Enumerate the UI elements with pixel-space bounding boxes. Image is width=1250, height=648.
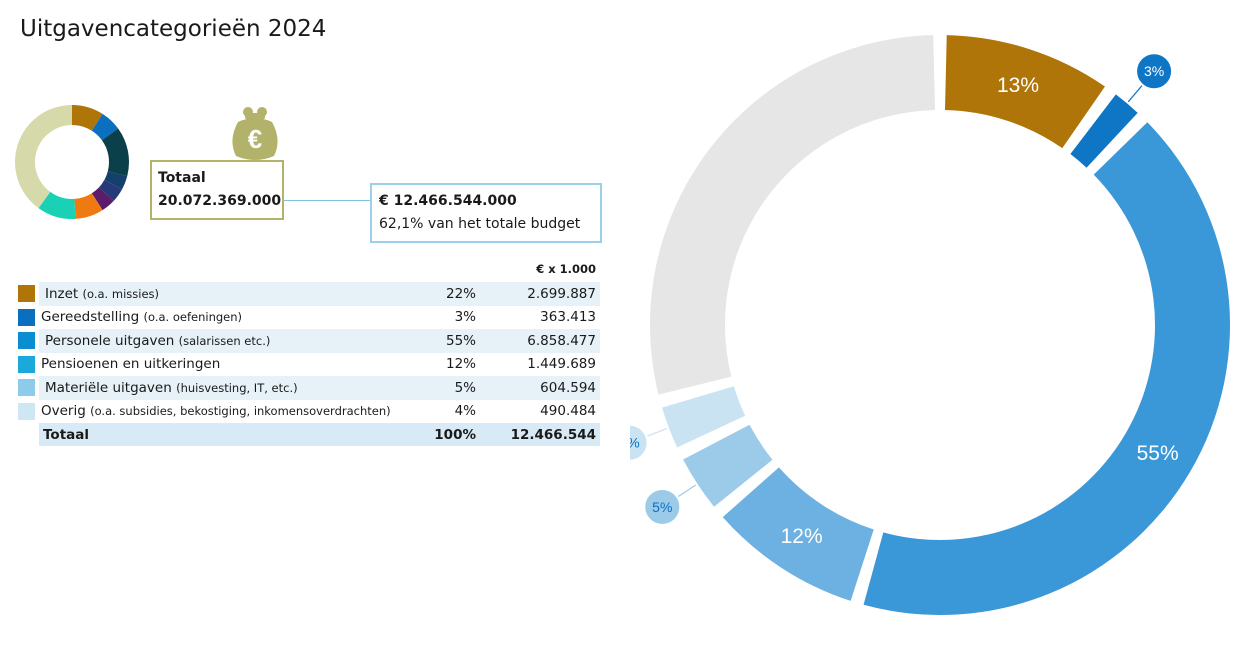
total-label: Totaal — [158, 167, 276, 190]
total-row-percentage: 100% — [406, 427, 476, 443]
euro-purse-icon: € — [228, 104, 282, 162]
mini-donut-chart — [14, 104, 130, 220]
row-value: 6.858.477 — [476, 333, 600, 349]
table-row: Pensioenen en uitkeringen 12% 1.449.689 — [18, 353, 600, 377]
slice-label: 13% — [997, 74, 1039, 97]
row-value: 1.449.689 — [476, 356, 600, 372]
row-label: Gereedstelling — [41, 309, 139, 325]
row-note: (o.a. subsidies, bekostiging, inkomensov… — [90, 404, 391, 418]
row-value: 363.413 — [476, 309, 600, 325]
row-label: Materiële uitgaven — [45, 380, 172, 396]
budget-share: 62,1% van het totale budget — [379, 213, 593, 236]
page-title: Uitgavencategorieën 2024 — [20, 16, 326, 42]
total-value: 20.072.369.000 — [158, 190, 276, 213]
legend-swatch — [18, 356, 35, 373]
row-label: Inzet — [45, 286, 78, 302]
table-row: Materiële uitgaven (huisvesting, IT, etc… — [39, 376, 600, 400]
row-note: (huisvesting, IT, etc.) — [176, 381, 298, 395]
table-row: Gereedstelling (o.a. oefeningen) 3% 363.… — [18, 306, 600, 330]
row-percentage: 55% — [406, 333, 476, 349]
legend-swatch — [18, 379, 35, 396]
row-label: Pensioenen en uitkeringen — [41, 356, 220, 372]
legend-swatch — [18, 403, 35, 420]
total-row-value: 12.466.544 — [476, 427, 600, 443]
row-value: 490.484 — [476, 403, 600, 419]
row-label: Personele uitgaven — [45, 333, 174, 349]
slice-label: 4% — [630, 435, 640, 451]
total-row-label: Totaal — [43, 427, 406, 443]
row-note: (salarissen etc.) — [179, 334, 271, 348]
row-percentage: 4% — [406, 403, 476, 419]
unit-header: € x 1.000 — [18, 262, 600, 282]
slice-label: 5% — [652, 499, 672, 515]
slice-label: 12% — [781, 525, 823, 548]
big-donut-chart: 13% 3% 55% 12% 5% 4% — [630, 20, 1240, 640]
category-budget-box: € 12.466.544.000 62,1% van het totale bu… — [370, 183, 602, 243]
table-row: Overig (o.a. subsidies, bekostiging, ink… — [18, 400, 600, 424]
budget-amount: € 12.466.544.000 — [379, 190, 593, 213]
row-percentage: 22% — [406, 286, 476, 302]
row-note: (o.a. oefeningen) — [144, 310, 243, 324]
donut-slice — [650, 35, 935, 395]
mini-donut-slice — [15, 105, 72, 208]
row-percentage: 5% — [406, 380, 476, 396]
expense-table: € x 1.000 Inzet (o.a. missies) 22% 2.699… — [18, 262, 600, 446]
row-percentage: 3% — [406, 309, 476, 325]
table-row: Inzet (o.a. missies) 22% 2.699.887 — [39, 282, 600, 306]
donut-slice — [864, 122, 1230, 615]
row-value: 604.594 — [476, 380, 600, 396]
legend-swatch — [18, 332, 35, 349]
total-budget-box: Totaal 20.072.369.000 — [150, 160, 284, 220]
row-note: (o.a. missies) — [83, 287, 159, 301]
row-label: Overig — [41, 403, 86, 419]
row-percentage: 12% — [406, 356, 476, 372]
slice-label: 3% — [1144, 63, 1164, 79]
legend-swatch — [18, 285, 35, 302]
row-value: 2.699.887 — [476, 286, 600, 302]
slice-label: 55% — [1137, 442, 1179, 465]
svg-text:€: € — [248, 124, 262, 154]
legend-swatch — [18, 309, 35, 326]
table-total-row: Totaal 100% 12.466.544 — [39, 423, 600, 446]
connector-line — [283, 200, 370, 201]
table-row: Personele uitgaven (salarissen etc.) 55%… — [39, 329, 600, 353]
